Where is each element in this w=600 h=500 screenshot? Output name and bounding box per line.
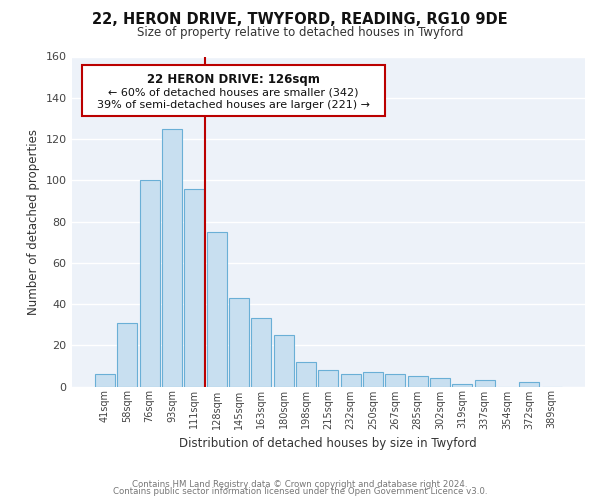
Text: 22, HERON DRIVE, TWYFORD, READING, RG10 9DE: 22, HERON DRIVE, TWYFORD, READING, RG10 … <box>92 12 508 28</box>
Bar <box>206 232 227 386</box>
Bar <box>140 180 160 386</box>
X-axis label: Distribution of detached houses by size in Twyford: Distribution of detached houses by size … <box>179 437 477 450</box>
Bar <box>341 374 361 386</box>
Bar <box>95 374 115 386</box>
Y-axis label: Number of detached properties: Number of detached properties <box>27 128 40 314</box>
Bar <box>475 380 494 386</box>
Text: 22 HERON DRIVE: 126sqm: 22 HERON DRIVE: 126sqm <box>147 73 320 86</box>
Text: Contains HM Land Registry data © Crown copyright and database right 2024.: Contains HM Land Registry data © Crown c… <box>132 480 468 489</box>
Bar <box>452 384 472 386</box>
Bar <box>117 322 137 386</box>
Bar <box>274 335 293 386</box>
Bar <box>407 376 428 386</box>
Bar <box>519 382 539 386</box>
Bar <box>363 372 383 386</box>
Bar <box>184 188 205 386</box>
FancyBboxPatch shape <box>82 65 385 116</box>
Text: Contains public sector information licensed under the Open Government Licence v3: Contains public sector information licen… <box>113 487 487 496</box>
Bar <box>251 318 271 386</box>
Bar <box>430 378 450 386</box>
Text: Size of property relative to detached houses in Twyford: Size of property relative to detached ho… <box>137 26 463 39</box>
Bar <box>385 374 406 386</box>
Bar <box>162 128 182 386</box>
Bar <box>296 362 316 386</box>
Text: 39% of semi-detached houses are larger (221) →: 39% of semi-detached houses are larger (… <box>97 100 370 110</box>
Bar <box>229 298 249 386</box>
Bar <box>318 370 338 386</box>
Text: ← 60% of detached houses are smaller (342): ← 60% of detached houses are smaller (34… <box>108 87 359 97</box>
